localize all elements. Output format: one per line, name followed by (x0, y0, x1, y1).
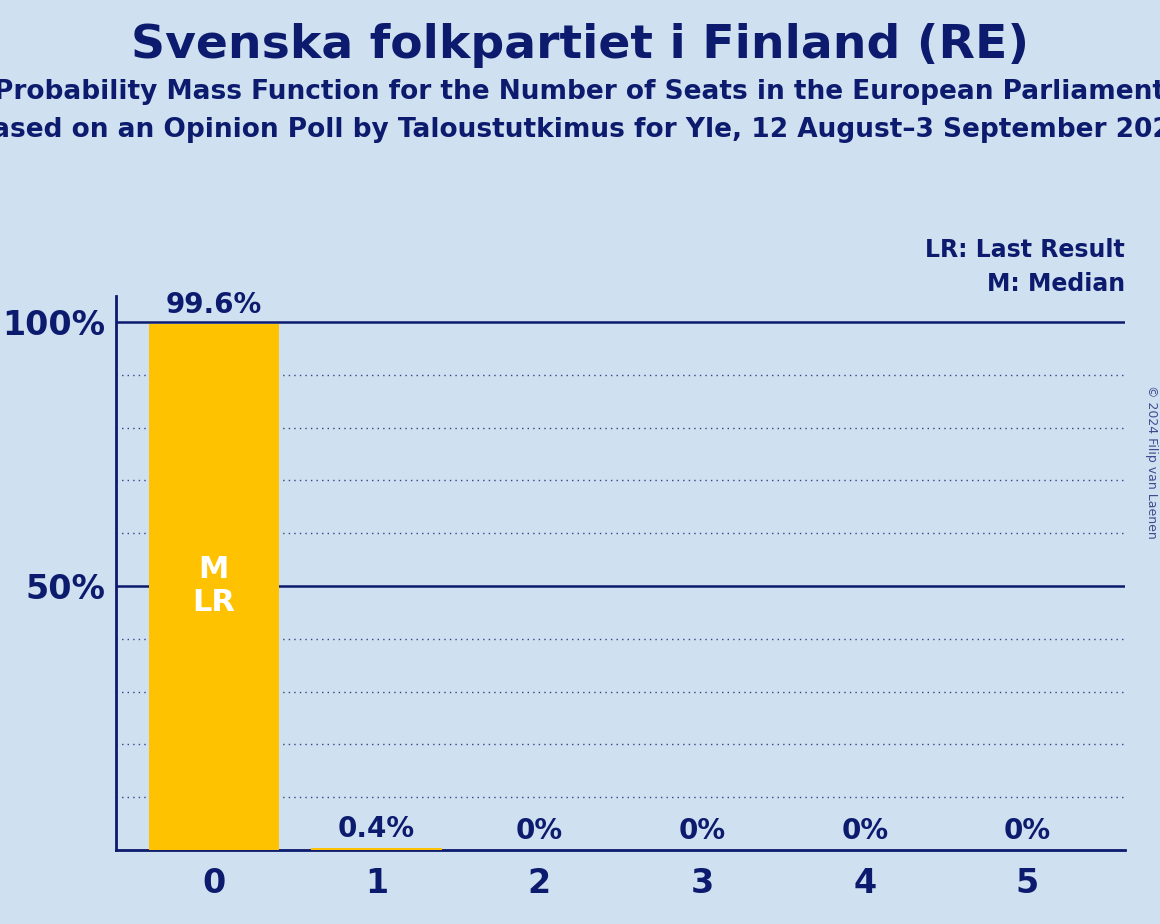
Text: 0%: 0% (1003, 817, 1051, 845)
Text: LR: Last Result: LR: Last Result (926, 238, 1125, 262)
Text: M
LR: M LR (193, 554, 235, 617)
Bar (148, 324, 278, 850)
Text: Svenska folkpartiet i Finland (RE): Svenska folkpartiet i Finland (RE) (131, 23, 1029, 68)
Text: 0.4%: 0.4% (338, 815, 415, 843)
Text: 0%: 0% (841, 817, 889, 845)
Text: 0%: 0% (516, 817, 563, 845)
Text: Probability Mass Function for the Number of Seats in the European Parliament: Probability Mass Function for the Number… (0, 79, 1160, 104)
Text: © 2024 Filip van Laenen: © 2024 Filip van Laenen (1145, 385, 1159, 539)
Text: 99.6%: 99.6% (166, 291, 262, 319)
Text: Based on an Opinion Poll by Taloustutkimus for Yle, 12 August–3 September 2024: Based on an Opinion Poll by Taloustutkim… (0, 117, 1160, 143)
Text: M: Median: M: Median (987, 272, 1125, 296)
Bar (311, 848, 442, 850)
Text: 0%: 0% (679, 817, 725, 845)
